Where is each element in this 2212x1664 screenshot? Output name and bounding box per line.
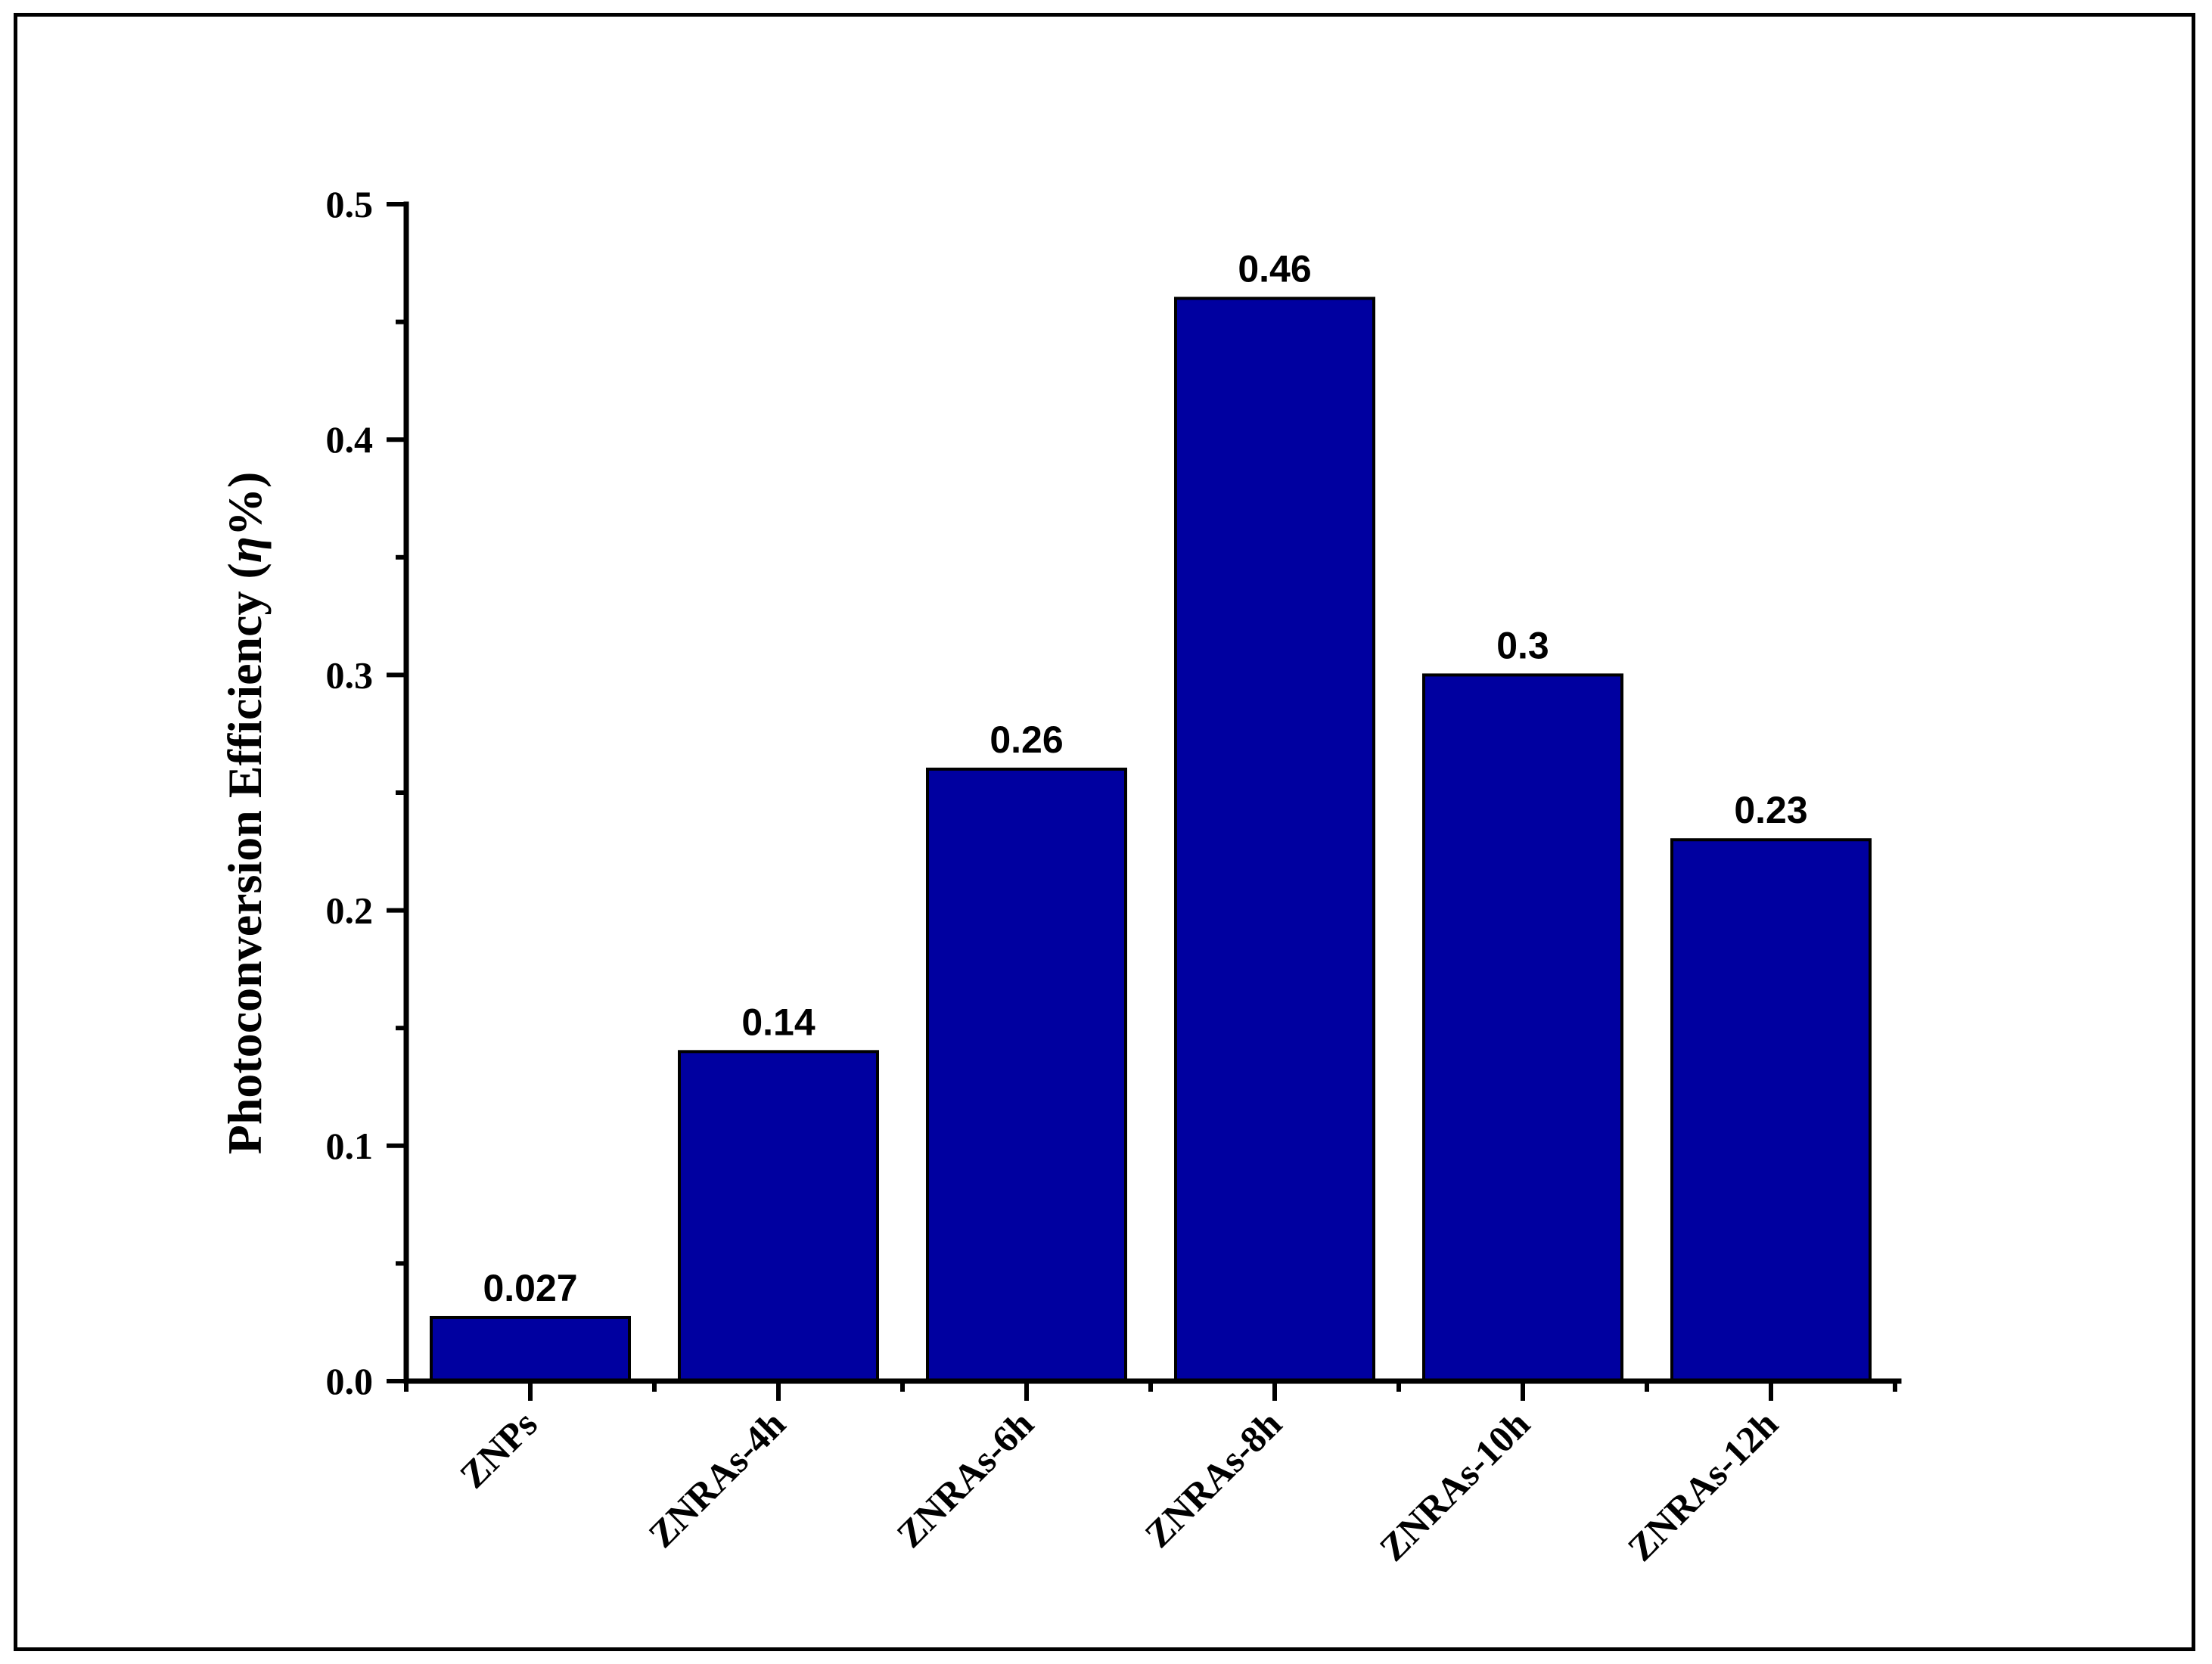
y-tick-label: 0.2 [326,889,374,932]
bar-znps [430,1315,631,1383]
x-tick-label-znras-6h: ZNRAs-6h [888,1402,1042,1556]
bar-znras-6h [926,767,1127,1383]
y-tick-label: 0.4 [326,418,374,461]
data-label-znras-6h: 0.26 [989,719,1063,761]
x-ticks-group: ZNPs ZNRAs-4h ZNRAs-6h ZNRAs-8h ZNRAs-10h ZNR… [404,1381,1897,1569]
x-tick-label-znras-4h: ZNRAs-4h [640,1402,794,1556]
x-tick-label-znras-8h: ZNRAs-8h [1136,1402,1290,1556]
bar-znras-10h [1422,673,1623,1383]
bar-znras-8h [1174,296,1375,1383]
data-label-znras-12h: 0.23 [1734,789,1807,831]
y-axis-label: Photoconversion Efficiency (η%) [218,472,272,1155]
data-label-znps: 0.027 [483,1267,577,1309]
bar-znras-4h [678,1050,879,1383]
y-tick-label: 0.1 [326,1125,374,1167]
data-labels-group: 0.027 0.14 0.26 0.46 0.3 0.23 [483,247,1807,1309]
data-label-znras-4h: 0.14 [741,1001,816,1043]
x-tick-label-znps: ZNPs [452,1402,545,1496]
bar-znras-12h [1670,838,1872,1383]
x-tick-label-znras-10h: ZNRAs-10h [1371,1402,1537,1569]
bars-group [430,296,1872,1383]
data-label-znras-8h: 0.46 [1238,247,1311,290]
y-tick-label: 0.0 [326,1360,374,1402]
y-tick-label: 0.3 [326,653,374,696]
y-tick-label: 0.5 [326,183,374,225]
data-label-znras-10h: 0.3 [1496,624,1549,666]
x-tick-label-znras-12h: ZNRAs-12h [1619,1402,1785,1569]
y-ticks-group: 0.0 0.1 0.2 0.3 0.4 0.5 [326,183,406,1402]
